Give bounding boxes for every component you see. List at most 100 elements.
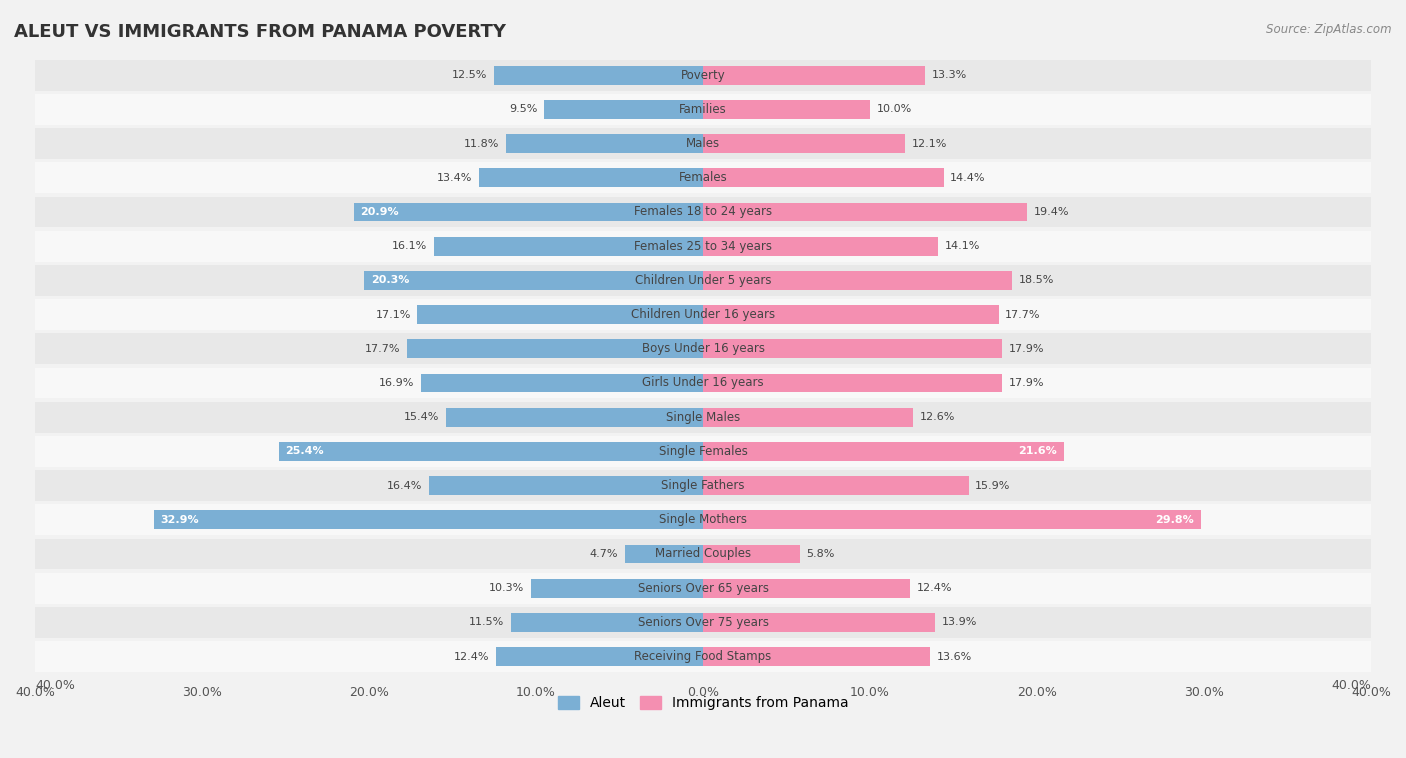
Text: 18.5%: 18.5% — [1019, 275, 1054, 285]
Text: Girls Under 16 years: Girls Under 16 years — [643, 377, 763, 390]
Text: 14.1%: 14.1% — [945, 241, 980, 251]
Text: 16.9%: 16.9% — [378, 378, 413, 388]
Text: Single Fathers: Single Fathers — [661, 479, 745, 492]
Text: 17.7%: 17.7% — [366, 343, 401, 354]
Bar — [354, 202, 703, 221]
Text: Poverty: Poverty — [681, 69, 725, 82]
Bar — [35, 470, 1371, 501]
Bar — [703, 168, 943, 187]
Text: Seniors Over 75 years: Seniors Over 75 years — [637, 615, 769, 629]
Legend: Aleut, Immigrants from Panama: Aleut, Immigrants from Panama — [553, 691, 853, 716]
Bar — [446, 408, 703, 427]
Bar — [35, 538, 1371, 569]
Text: 13.3%: 13.3% — [932, 70, 967, 80]
Bar — [703, 408, 914, 427]
Bar — [703, 476, 969, 495]
Text: 40.0%: 40.0% — [35, 678, 75, 692]
Text: 15.9%: 15.9% — [976, 481, 1011, 490]
Bar — [434, 236, 703, 255]
Text: 17.7%: 17.7% — [1005, 309, 1040, 320]
Text: Females 18 to 24 years: Females 18 to 24 years — [634, 205, 772, 218]
Bar — [703, 134, 905, 153]
Bar — [35, 94, 1371, 125]
Bar — [35, 504, 1371, 535]
Bar — [35, 162, 1371, 193]
Text: Children Under 5 years: Children Under 5 years — [634, 274, 772, 287]
Bar — [703, 578, 910, 597]
Text: 17.9%: 17.9% — [1008, 378, 1045, 388]
Bar — [703, 66, 925, 85]
Text: 11.8%: 11.8% — [464, 139, 499, 149]
Text: 16.4%: 16.4% — [387, 481, 422, 490]
Text: Seniors Over 65 years: Seniors Over 65 years — [637, 581, 769, 594]
Text: 20.9%: 20.9% — [360, 207, 399, 217]
Text: Single Females: Single Females — [658, 445, 748, 458]
Text: 13.6%: 13.6% — [936, 652, 972, 662]
Text: 12.6%: 12.6% — [920, 412, 956, 422]
Text: 12.1%: 12.1% — [911, 139, 948, 149]
Bar — [703, 236, 938, 255]
Text: Females 25 to 34 years: Females 25 to 34 years — [634, 240, 772, 252]
Bar — [703, 510, 1201, 529]
Text: 10.0%: 10.0% — [877, 105, 912, 114]
Bar — [479, 168, 703, 187]
Bar — [35, 128, 1371, 159]
Bar — [703, 613, 935, 631]
Text: 25.4%: 25.4% — [285, 446, 325, 456]
Text: Females: Females — [679, 171, 727, 184]
Text: 17.1%: 17.1% — [375, 309, 411, 320]
Bar — [35, 402, 1371, 433]
Bar — [35, 641, 1371, 672]
Bar — [153, 510, 703, 529]
Bar — [506, 134, 703, 153]
Bar — [35, 60, 1371, 90]
Bar — [703, 271, 1012, 290]
Text: 12.4%: 12.4% — [454, 652, 489, 662]
Bar — [35, 368, 1371, 398]
Bar — [703, 442, 1064, 461]
Text: Single Males: Single Males — [666, 411, 740, 424]
Text: 12.5%: 12.5% — [453, 70, 488, 80]
Text: 11.5%: 11.5% — [470, 617, 505, 628]
Bar — [35, 573, 1371, 603]
Text: 9.5%: 9.5% — [509, 105, 537, 114]
Text: 12.4%: 12.4% — [917, 583, 952, 594]
Bar — [495, 66, 703, 85]
Bar — [703, 374, 1002, 393]
Text: 20.3%: 20.3% — [371, 275, 409, 285]
Text: 29.8%: 29.8% — [1156, 515, 1194, 525]
Bar — [703, 544, 800, 563]
Bar — [624, 544, 703, 563]
Bar — [703, 305, 998, 324]
Bar — [35, 334, 1371, 364]
Text: Source: ZipAtlas.com: Source: ZipAtlas.com — [1267, 23, 1392, 36]
Bar — [35, 436, 1371, 467]
Bar — [278, 442, 703, 461]
Text: Children Under 16 years: Children Under 16 years — [631, 308, 775, 321]
Bar — [420, 374, 703, 393]
Bar — [35, 607, 1371, 637]
Text: 13.4%: 13.4% — [437, 173, 472, 183]
Text: Males: Males — [686, 137, 720, 150]
Bar — [364, 271, 703, 290]
Text: 40.0%: 40.0% — [1331, 678, 1371, 692]
Text: 4.7%: 4.7% — [589, 549, 617, 559]
Bar — [496, 647, 703, 666]
Text: Receiving Food Stamps: Receiving Food Stamps — [634, 650, 772, 663]
Bar — [544, 100, 703, 119]
Text: 14.4%: 14.4% — [950, 173, 986, 183]
Text: 32.9%: 32.9% — [160, 515, 198, 525]
Text: 16.1%: 16.1% — [392, 241, 427, 251]
Text: Single Mothers: Single Mothers — [659, 513, 747, 526]
Bar — [35, 299, 1371, 330]
Bar — [408, 340, 703, 358]
Text: 10.3%: 10.3% — [489, 583, 524, 594]
Bar — [703, 100, 870, 119]
Text: 19.4%: 19.4% — [1033, 207, 1069, 217]
Bar — [418, 305, 703, 324]
Text: Married Couples: Married Couples — [655, 547, 751, 560]
Text: Families: Families — [679, 103, 727, 116]
Text: 15.4%: 15.4% — [404, 412, 439, 422]
Bar — [429, 476, 703, 495]
Text: 17.9%: 17.9% — [1008, 343, 1045, 354]
